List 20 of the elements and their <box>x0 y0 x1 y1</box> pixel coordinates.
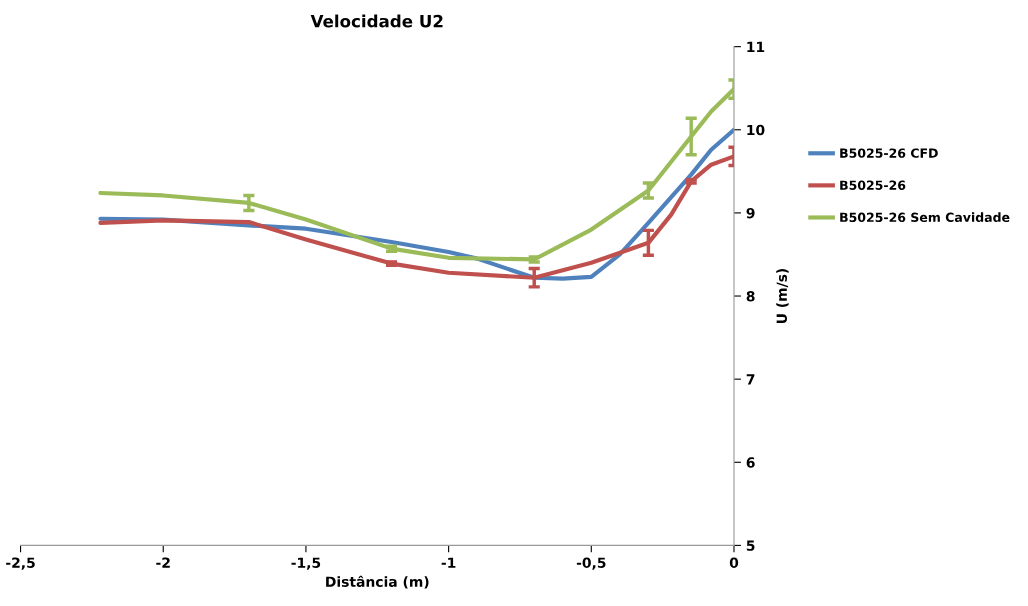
legend-label: B5025-26 <box>840 180 906 190</box>
y-tick-label: 10 <box>747 124 765 136</box>
legend-label: B5025-26 CFD <box>840 148 938 158</box>
x-tick-label: 0 <box>729 557 739 568</box>
chart-title: Velocidade U2 <box>310 14 443 28</box>
x-tick-label: -2 <box>156 557 170 568</box>
y-tick-label: 7 <box>746 374 755 385</box>
legend-label: B5025-26 Sem Cavidade <box>840 212 1010 223</box>
y-tick-label: 6 <box>746 457 755 468</box>
x-tick-label: -0,5 <box>576 557 606 570</box>
y-tick-label: 5 <box>746 540 755 551</box>
y-tick-label: 11 <box>747 41 765 52</box>
x-tick-label: -1 <box>441 557 456 568</box>
x-tick-label: -1,5 <box>291 557 321 570</box>
x-axis-title: Distância (m) <box>326 575 429 589</box>
line-series <box>98 86 734 262</box>
y-axis-title: U (m/s) <box>776 268 789 324</box>
y-tick-label: 9 <box>746 207 755 219</box>
y-tick-label: 8 <box>746 291 755 302</box>
x-tick-label: -2,5 <box>6 557 35 570</box>
